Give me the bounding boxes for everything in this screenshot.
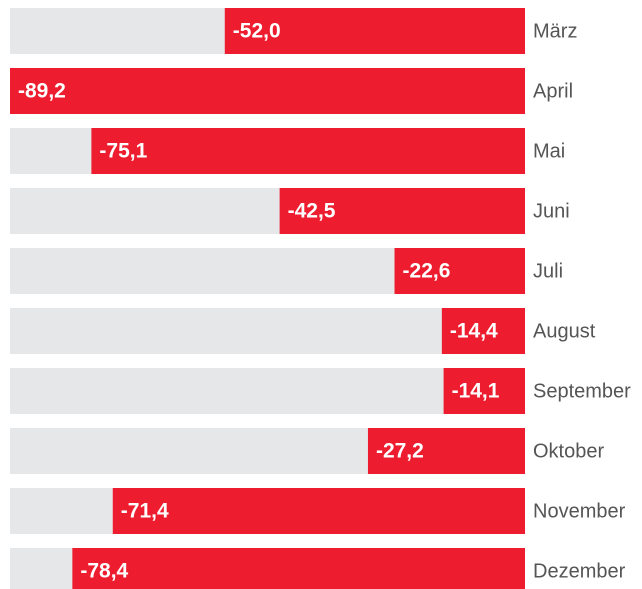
value-label: -75,1 [99,140,147,163]
bar [72,548,526,589]
value-label: -14,4 [450,320,498,343]
category-label: August [533,320,596,342]
value-label: -22,6 [403,260,451,283]
bar-track [10,368,525,414]
bar [224,8,525,54]
bar-track [10,308,525,354]
category-label: März [533,20,577,42]
bar [112,488,526,534]
bar [367,428,525,474]
category-label: Juli [533,260,563,282]
value-label: -52,0 [233,20,281,43]
bar [441,308,525,354]
value-label: -89,2 [18,80,66,103]
category-label: Oktober [533,440,604,462]
category-label: Juni [533,200,570,222]
category-label: September [533,380,631,402]
value-label: -27,2 [376,440,424,463]
value-label: -42,5 [288,200,336,223]
category-label: April [533,80,573,102]
value-label: -14,1 [452,380,500,403]
bar [279,188,525,234]
bar [10,68,525,114]
value-label: -78,4 [80,560,128,583]
bar [394,248,525,294]
value-label: -71,4 [121,500,169,523]
category-label: Mai [533,140,565,162]
category-label: Dezember [533,560,626,582]
category-label: November [533,500,626,522]
bar [443,368,525,414]
bar [91,128,525,174]
